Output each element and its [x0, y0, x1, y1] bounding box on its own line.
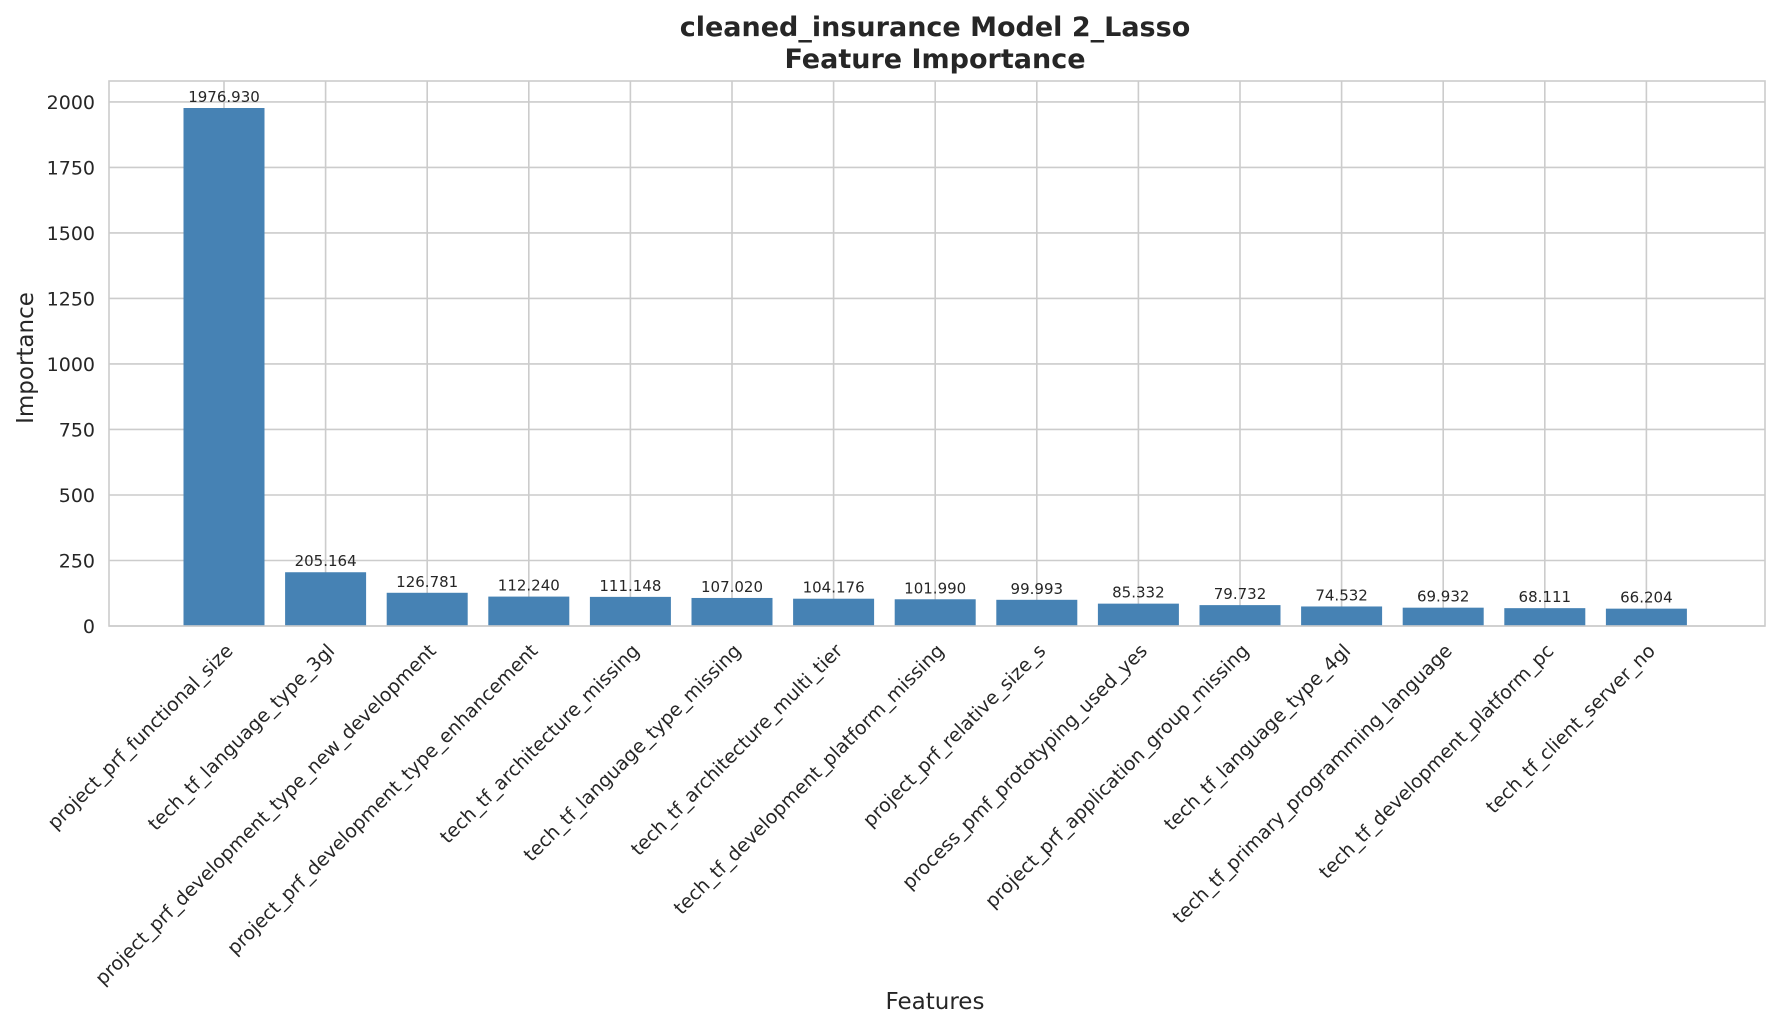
- y-tick-label: 2000: [47, 92, 95, 114]
- bar-value-label: 112.240: [498, 577, 560, 595]
- chart-subtitle: Feature Importance: [784, 44, 1085, 75]
- y-tick-label: 750: [59, 419, 95, 441]
- bars: [183, 108, 1687, 626]
- bar: [1605, 608, 1687, 626]
- bar: [894, 599, 976, 626]
- bar: [793, 598, 875, 626]
- plot-frame: [108, 80, 1766, 627]
- bar: [386, 592, 468, 626]
- y-tick-labels: 0 250 500 750 1000 1250 1500 1750 2000: [47, 92, 95, 638]
- bar-value-label: 101.990: [904, 579, 966, 597]
- bar-value-label: 205.164: [295, 552, 357, 570]
- bar: [1199, 605, 1281, 626]
- bar-value-label: 126.781: [396, 573, 458, 591]
- bar-value-label: 74.532: [1315, 586, 1368, 604]
- y-tick-label: 1000: [47, 354, 95, 376]
- bar: [691, 597, 773, 626]
- bar: [183, 108, 265, 626]
- y-tick-label: 500: [59, 485, 95, 507]
- grid-lines: [109, 81, 1765, 627]
- x-axis-label: Features: [886, 989, 985, 1015]
- bar-value-label: 1976.930: [188, 88, 260, 106]
- bar: [1097, 603, 1179, 626]
- bar-value-label: 79.732: [1214, 585, 1267, 603]
- bar-value-label: 104.176: [803, 579, 865, 597]
- bar-value-label: 99.993: [1011, 580, 1064, 598]
- y-tick-label: 0: [83, 616, 95, 638]
- y-axis-label: Importance: [13, 292, 39, 424]
- bar-value-label: 107.020: [701, 578, 763, 596]
- bar: [1402, 607, 1484, 626]
- bar: [285, 572, 367, 626]
- bar-value-label: 85.332: [1112, 584, 1165, 602]
- bar: [996, 599, 1078, 626]
- y-tick-label: 1500: [47, 223, 95, 245]
- bar-value-label: 68.111: [1519, 588, 1572, 606]
- y-tick-label: 1750: [47, 157, 95, 179]
- bar-value-label: 111.148: [599, 577, 661, 595]
- y-tick-label: 1250: [47, 288, 95, 310]
- chart-title: cleaned_insurance Model 2_Lasso: [680, 12, 1191, 43]
- bar: [1504, 608, 1586, 626]
- bar-value-label: 66.204: [1620, 589, 1673, 607]
- value-labels: 1976.930 205.164 126.781 112.240 111.148 107.…: [188, 88, 1672, 607]
- bar: [589, 596, 671, 626]
- bar-value-label: 69.932: [1417, 588, 1470, 606]
- y-tick-label: 250: [59, 550, 95, 572]
- bar: [1301, 606, 1383, 626]
- bar: [488, 596, 570, 626]
